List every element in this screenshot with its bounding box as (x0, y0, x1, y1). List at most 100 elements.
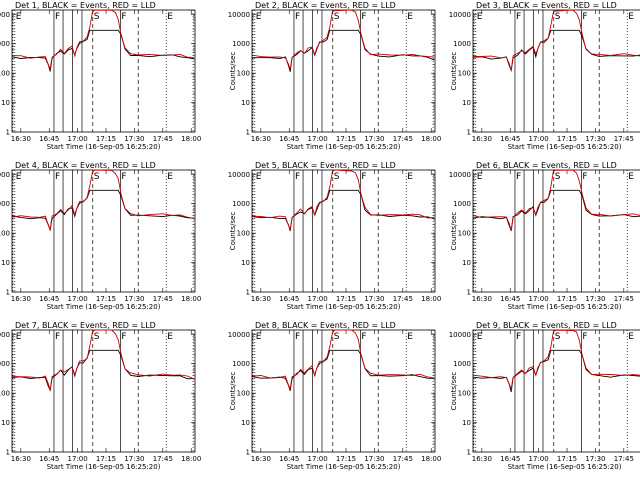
marker-label: F (516, 12, 521, 22)
lld-series-line (473, 329, 640, 391)
x-tick-label: 17:30 (585, 135, 605, 143)
x-axis-label: Start Time (16-Sep-05 16:25:20) (47, 143, 161, 151)
panel-title: Det 6, BLACK = Events, RED = LLD (476, 161, 617, 170)
marker-label: F (582, 12, 587, 22)
y-tick-label: 1000 (232, 200, 250, 208)
marker-label: F (295, 332, 300, 342)
y-tick-label: 10000 (0, 171, 10, 179)
lld-series-line (12, 169, 195, 232)
y-tick-label: 10 (1, 99, 10, 107)
lld-series-line (473, 169, 640, 231)
y-tick-label: 10 (241, 99, 250, 107)
x-tick-label: 17:30 (124, 295, 144, 303)
y-tick-label: 1 (6, 129, 10, 137)
marker-label: E (407, 172, 413, 182)
plot-frame (472, 169, 640, 293)
y-tick-label: 10 (462, 99, 471, 107)
x-tick-label: 17:45 (614, 295, 634, 303)
marker-label: S (555, 12, 561, 22)
y-axis-label: Counts/sec (450, 372, 458, 411)
x-tick-label: 17:15 (96, 455, 116, 463)
marker-label: F (361, 172, 366, 182)
marker-label: S (94, 332, 100, 342)
plot-frame (251, 169, 436, 293)
marker-label: S (555, 332, 561, 342)
y-axis-label: Counts/sec (229, 372, 237, 411)
plot-frame (11, 329, 196, 453)
y-tick-label: 10000 (228, 11, 250, 19)
y-tick-label: 100 (237, 230, 250, 238)
y-tick-label: 100 (458, 230, 471, 238)
y-tick-label: 1 (246, 289, 250, 297)
x-tick-label: 18:00 (421, 295, 441, 303)
x-tick-label: 17:00 (68, 135, 88, 143)
x-tick-label: 16:30 (11, 135, 31, 143)
x-tick-label: 17:00 (529, 455, 549, 463)
x-tick-label: 17:30 (364, 455, 384, 463)
marker-label: E (16, 12, 22, 22)
x-tick-label: 17:00 (308, 135, 328, 143)
y-tick-label: 1000 (0, 200, 10, 208)
panel-det-6: Det 6, BLACK = Events, RED = LLD 1 10 100 10… (449, 161, 640, 311)
x-tick-label: 17:30 (364, 295, 384, 303)
y-tick-label: 10000 (449, 171, 471, 179)
x-tick-label: 17:15 (336, 455, 356, 463)
lld-series-line (12, 9, 195, 71)
marker-label: E (407, 12, 413, 22)
x-tick-label: 17:45 (153, 295, 173, 303)
y-tick-label: 10000 (228, 171, 250, 179)
x-axis-label: Start Time (16-Sep-05 16:25:20) (47, 303, 161, 311)
events-series-line (252, 349, 435, 392)
y-tick-label: 10 (1, 259, 10, 267)
x-tick-label: 17:45 (153, 455, 173, 463)
events-series-line (473, 349, 640, 393)
panel-title: Det 3, BLACK = Events, RED = LLD (476, 1, 617, 10)
marker-label: S (555, 172, 561, 182)
x-axis-label: Start Time (16-Sep-05 16:25:20) (287, 463, 401, 471)
x-tick-label: 16:45 (39, 455, 59, 463)
plot-frame (251, 329, 436, 453)
marker-label: E (256, 12, 262, 22)
marker-label: F (121, 172, 126, 182)
panel-title: Det 5, BLACK = Events, RED = LLD (255, 161, 396, 170)
y-axis-label: Counts/sec (229, 212, 237, 251)
x-axis-label: Start Time (16-Sep-05 16:25:20) (287, 143, 401, 151)
y-tick-label: 100 (237, 390, 250, 398)
events-series-line (12, 29, 195, 72)
marker-label: F (582, 332, 587, 342)
events-series-line (473, 189, 640, 232)
x-tick-label: 18:00 (181, 455, 201, 463)
x-tick-label: 17:00 (308, 295, 328, 303)
marker-label: F (361, 332, 366, 342)
marker-label: E (167, 172, 173, 182)
x-tick-label: 16:30 (11, 295, 31, 303)
panel-det-1: Det 1, BLACK = Events, RED = LLD 1 10 100 10… (0, 1, 201, 151)
marker-label: E (628, 12, 634, 22)
lld-series-line (252, 169, 435, 232)
marker-label: E (167, 12, 173, 22)
marker-label: E (407, 332, 413, 342)
marker-label: F (55, 332, 60, 342)
plot-frame (472, 9, 640, 133)
marker-label: E (16, 172, 22, 182)
panel-det-9: Det 9, BLACK = Events, RED = LLD 1 10 100 10… (449, 321, 640, 471)
y-tick-label: 10000 (449, 11, 471, 19)
y-tick-label: 1 (467, 449, 471, 457)
y-tick-label: 1 (246, 129, 250, 137)
y-tick-label: 1 (246, 449, 250, 457)
x-tick-label: 16:30 (472, 455, 492, 463)
y-axis-label: Counts/sec (450, 52, 458, 91)
y-tick-label: 10000 (0, 11, 10, 19)
y-tick-label: 1000 (453, 200, 471, 208)
x-tick-label: 17:30 (124, 455, 144, 463)
x-tick-label: 16:45 (279, 295, 299, 303)
x-tick-label: 16:45 (500, 295, 520, 303)
marker-label: F (295, 12, 300, 22)
x-tick-label: 17:00 (68, 455, 88, 463)
marker-label: E (477, 332, 483, 342)
y-tick-label: 100 (0, 390, 10, 398)
marker-label: F (361, 12, 366, 22)
events-series-line (12, 349, 195, 392)
x-tick-label: 18:00 (181, 135, 201, 143)
